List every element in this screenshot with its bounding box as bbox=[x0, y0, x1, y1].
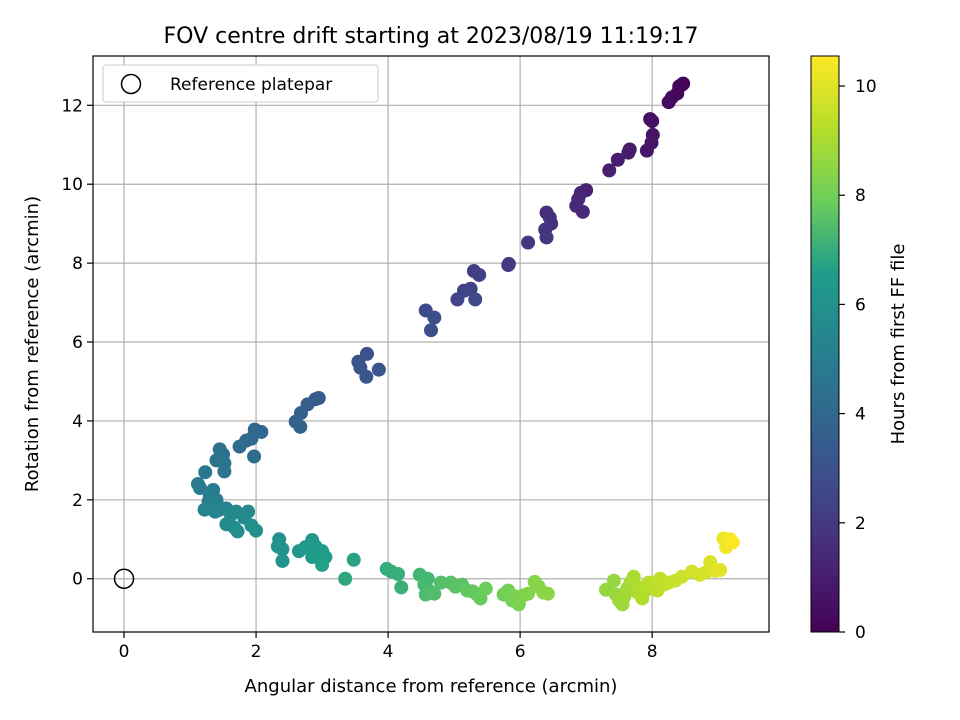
data-point bbox=[197, 502, 212, 517]
y-axis-label: Rotation from reference (arcmin) bbox=[22, 196, 43, 492]
data-point bbox=[371, 362, 386, 377]
data-point bbox=[427, 586, 442, 601]
y-tick-label: 0 bbox=[72, 570, 83, 590]
legend-entry: Reference platepar bbox=[170, 75, 332, 95]
data-point bbox=[293, 419, 308, 434]
data-point bbox=[424, 323, 438, 338]
y-tick-label: 2 bbox=[72, 491, 83, 511]
data-point bbox=[346, 552, 361, 567]
data-point bbox=[232, 439, 247, 454]
data-point bbox=[521, 586, 536, 601]
x-axis-label: Angular distance from reference (arcmin) bbox=[245, 676, 618, 697]
colorbar-tick-label: 8 bbox=[855, 186, 866, 206]
data-point bbox=[575, 204, 590, 219]
colorbar-tick-label: 4 bbox=[855, 405, 866, 425]
data-point bbox=[450, 292, 465, 307]
x-tick-label: 2 bbox=[251, 642, 262, 662]
x-tick-label: 0 bbox=[119, 642, 130, 662]
colorbar-tick-label: 0 bbox=[855, 623, 866, 643]
legend-marker-icon bbox=[120, 73, 142, 95]
colorbar-gradient bbox=[810, 55, 840, 633]
y-tick-label: 4 bbox=[72, 412, 83, 432]
x-tick-label: 4 bbox=[383, 642, 394, 662]
y-tick-label: 8 bbox=[72, 254, 83, 274]
reference-platepar-marker bbox=[113, 568, 135, 589]
y-tick-label: 12 bbox=[61, 96, 83, 116]
colorbar-ticks: 0 2 4 6 8 10 bbox=[839, 77, 877, 643]
data-point bbox=[661, 95, 676, 110]
data-point bbox=[626, 569, 641, 584]
data-point bbox=[230, 524, 245, 539]
data-point bbox=[433, 575, 448, 590]
data-point bbox=[521, 235, 536, 250]
data-point bbox=[725, 535, 740, 550]
data-point bbox=[713, 563, 728, 578]
chart-title: FOV centre drift starting at 2023/08/19 … bbox=[164, 24, 699, 49]
data-point bbox=[621, 145, 636, 160]
y-axis-ticks: 0 2 4 6 8 10 12 bbox=[61, 96, 93, 590]
data-point bbox=[468, 292, 483, 307]
data-point bbox=[338, 571, 353, 586]
data-point bbox=[478, 581, 493, 596]
data-point bbox=[217, 464, 232, 479]
grid bbox=[93, 56, 769, 632]
data-point bbox=[539, 230, 554, 245]
data-point bbox=[390, 567, 405, 582]
data-point bbox=[472, 267, 487, 282]
y-tick-label: 10 bbox=[61, 175, 83, 195]
data-point bbox=[247, 449, 262, 464]
data-point bbox=[394, 580, 409, 595]
data-point bbox=[639, 143, 654, 158]
data-point bbox=[645, 114, 660, 129]
data-points bbox=[190, 76, 740, 612]
data-point bbox=[275, 542, 290, 557]
x-tick-label: 6 bbox=[515, 642, 526, 662]
legend-box bbox=[102, 64, 379, 103]
data-point bbox=[275, 553, 290, 568]
data-point bbox=[602, 163, 617, 178]
data-point bbox=[610, 152, 625, 167]
data-point bbox=[198, 465, 213, 480]
legend: Reference platepar bbox=[102, 64, 379, 103]
colorbar-tick-label: 10 bbox=[855, 77, 877, 97]
data-point bbox=[315, 557, 330, 572]
plot-frame bbox=[92, 55, 770, 633]
data-point bbox=[249, 523, 264, 538]
data-point bbox=[359, 369, 374, 384]
x-axis-ticks: 0 2 4 6 8 bbox=[119, 632, 658, 662]
data-point bbox=[254, 424, 269, 439]
data-point bbox=[208, 504, 223, 519]
data-point bbox=[606, 573, 621, 588]
colorbar-tick-label: 2 bbox=[855, 514, 866, 534]
data-point bbox=[540, 586, 555, 601]
data-point bbox=[192, 481, 207, 495]
colorbar-label: Hours from first FF file bbox=[888, 244, 909, 445]
data-point bbox=[501, 256, 516, 271]
colorbar-tick-label: 6 bbox=[855, 295, 866, 315]
data-point bbox=[427, 310, 442, 325]
x-tick-label: 8 bbox=[647, 642, 658, 662]
y-tick-label: 6 bbox=[72, 333, 83, 353]
colorbar: 0 2 4 6 8 10 Hours from first FF file bbox=[810, 55, 909, 643]
